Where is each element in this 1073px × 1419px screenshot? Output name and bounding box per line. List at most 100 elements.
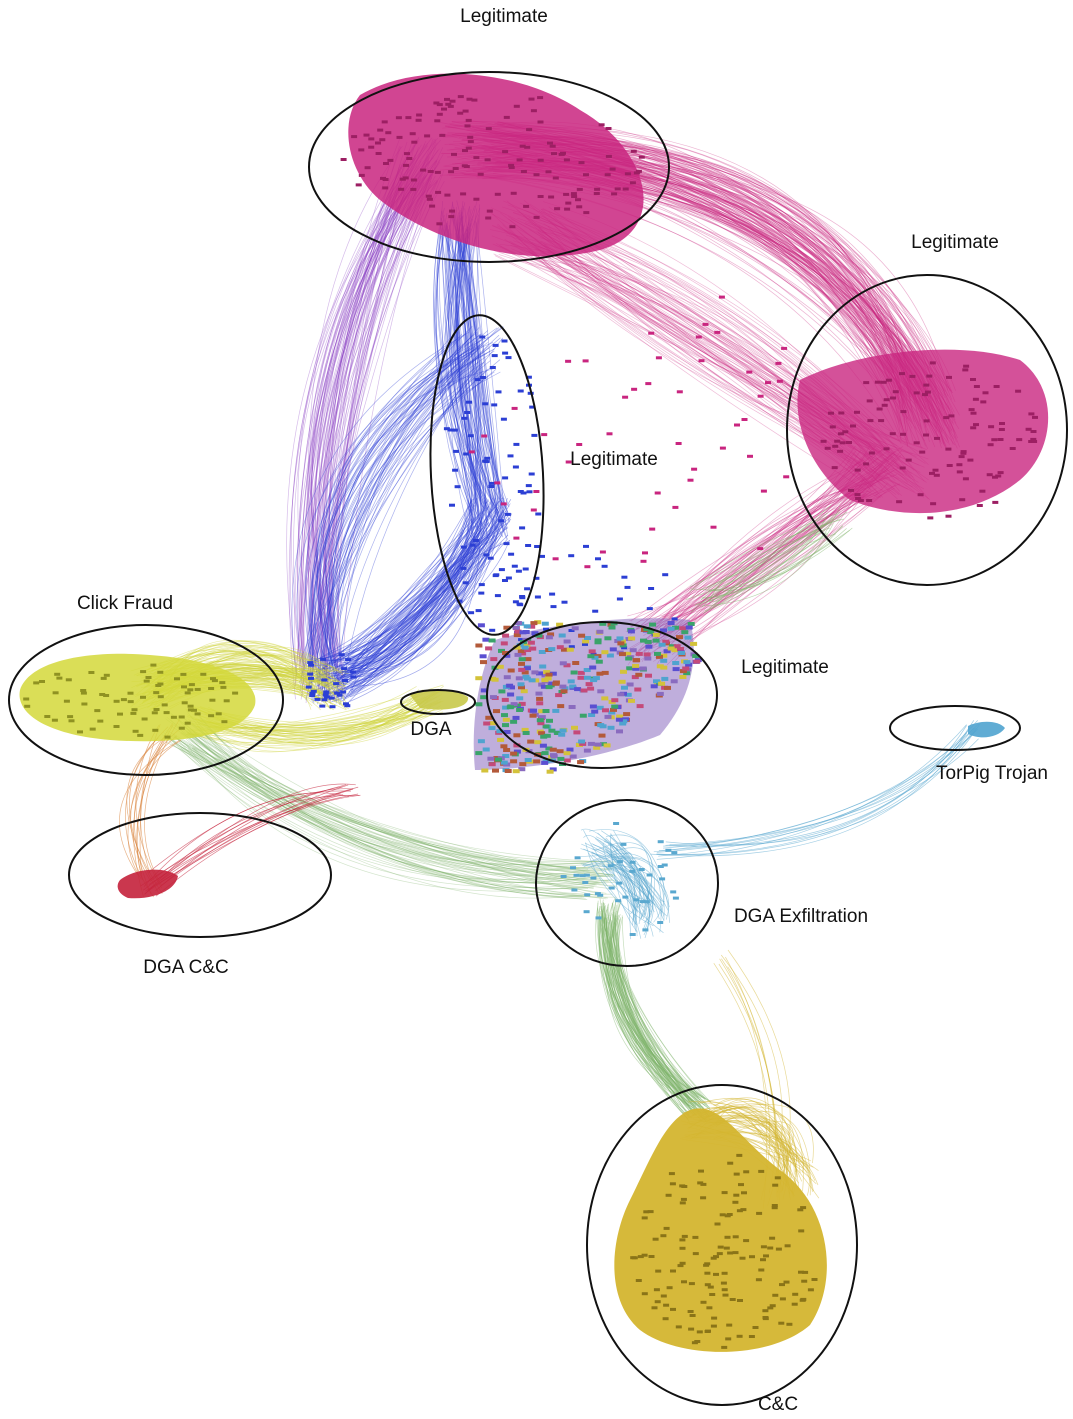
node-legit-right xyxy=(834,439,841,443)
node-legit-top xyxy=(494,192,501,196)
node-legit-mixed xyxy=(503,625,511,630)
edge-right-green xyxy=(710,518,844,598)
edge-top-center xyxy=(458,212,498,506)
node-legit-top xyxy=(462,149,468,153)
edge-center-hub xyxy=(342,531,496,664)
edge-clickfraud-exfil xyxy=(166,710,607,886)
node-legit-right xyxy=(909,374,916,378)
edge-center-hub xyxy=(341,502,493,678)
edge-clickfraud-exfil xyxy=(180,716,616,863)
node-exfil xyxy=(607,864,614,868)
node-cc xyxy=(737,1299,743,1302)
node-legit-center xyxy=(488,485,495,488)
edge-exfil-cc xyxy=(605,912,712,1103)
node-legit-right xyxy=(885,378,892,382)
node-scatter-magenta xyxy=(576,443,583,446)
edge-top-hub xyxy=(298,163,403,666)
node-cc xyxy=(720,1281,727,1285)
edge-center-hub xyxy=(320,522,490,700)
node-legit-right xyxy=(866,399,873,403)
edge-clickfraud-exfil xyxy=(161,734,585,897)
node-exfil xyxy=(579,874,586,878)
edge-clickfraud-dga xyxy=(196,695,417,746)
node-legit-mixed xyxy=(624,651,632,656)
node-legit-mixed xyxy=(640,638,647,643)
node-legit-top xyxy=(457,95,464,99)
node-legit-mixed xyxy=(524,758,532,762)
edge-center-hub xyxy=(330,527,485,689)
node-legit-top xyxy=(427,170,434,173)
node-legit-right xyxy=(850,424,856,428)
edge-exfil-cc xyxy=(610,918,693,1110)
node-legit-mixed xyxy=(527,739,535,744)
node-legit-mixed xyxy=(616,714,624,719)
node-legit-mixed xyxy=(589,665,597,670)
node-legit-top xyxy=(485,127,492,131)
node-legit-mixed xyxy=(569,754,577,759)
node-legit-mixed xyxy=(538,715,546,720)
edge-hub-arcs xyxy=(310,328,459,661)
edge-clickfraud-exfil xyxy=(170,719,613,884)
node-legit-top xyxy=(377,128,384,132)
node-legit-mixed xyxy=(561,647,568,652)
node-scatter-magenta xyxy=(511,406,518,410)
edge-clickfraud-dga xyxy=(191,700,442,746)
edge-hub-arcs xyxy=(327,368,489,678)
node-legit-right xyxy=(837,449,844,453)
node-legit-right xyxy=(838,411,845,415)
node-legit-top xyxy=(465,146,472,150)
node-legit-right xyxy=(980,400,987,404)
edge-cc-fan xyxy=(708,1120,792,1169)
edge-right-mixed xyxy=(659,493,868,628)
edge-cc-fan xyxy=(709,1105,781,1193)
node-legit-top xyxy=(444,193,451,197)
edge-exfil-cc xyxy=(604,917,705,1100)
node-click-fraud xyxy=(151,711,158,715)
node-exfil xyxy=(646,873,653,877)
node-cc xyxy=(723,1246,730,1250)
node-legit-top xyxy=(519,144,526,148)
node-legit-center xyxy=(454,485,461,489)
node-legit-top xyxy=(415,118,422,122)
node-legit-mixed xyxy=(593,745,601,750)
edge-top-center xyxy=(455,201,505,531)
node-click-fraud xyxy=(117,712,123,716)
edge-top-hub xyxy=(318,144,415,705)
node-legit-top xyxy=(583,211,590,215)
node-legit-top xyxy=(451,152,457,156)
node-legit-mixed xyxy=(660,628,667,633)
node-click-fraud xyxy=(180,672,187,676)
node-cc xyxy=(762,1309,769,1313)
node-legit-mixed xyxy=(519,630,527,635)
node-cc xyxy=(677,1264,684,1268)
node-hub xyxy=(307,672,314,676)
node-hub xyxy=(308,676,314,680)
edge-center-hub xyxy=(313,528,499,682)
node-legit-center xyxy=(491,354,498,358)
edge-clickfraud-exfil xyxy=(178,745,607,872)
node-legit-top xyxy=(416,113,423,117)
node-legit-right xyxy=(970,411,977,415)
edge-hub-arcs xyxy=(291,331,470,676)
node-legit-mixed xyxy=(488,726,496,731)
edge-top-hub xyxy=(293,159,438,663)
node-scatter-magenta xyxy=(783,475,790,479)
node-legit-mixed xyxy=(531,631,539,636)
node-cc xyxy=(722,1293,729,1297)
node-cc xyxy=(707,1285,714,1289)
edge-right-mixed xyxy=(627,473,859,617)
node-legit-center xyxy=(517,389,524,393)
edge-right-mixed xyxy=(645,477,886,620)
node-legit-mixed xyxy=(602,708,609,713)
node-legit-center xyxy=(512,465,519,469)
node-legit-mixed xyxy=(523,624,531,629)
node-legit-mixed xyxy=(619,721,627,726)
edge-top-hub xyxy=(311,140,427,694)
node-scatter-magenta xyxy=(565,359,572,363)
edge-hub-arcs xyxy=(310,333,463,700)
edge-center-hub xyxy=(327,511,507,701)
edge-exfil-cc xyxy=(605,905,701,1106)
node-legit-right xyxy=(991,438,998,442)
node-legit-top xyxy=(426,197,433,201)
node-legit-mixed xyxy=(481,768,489,773)
